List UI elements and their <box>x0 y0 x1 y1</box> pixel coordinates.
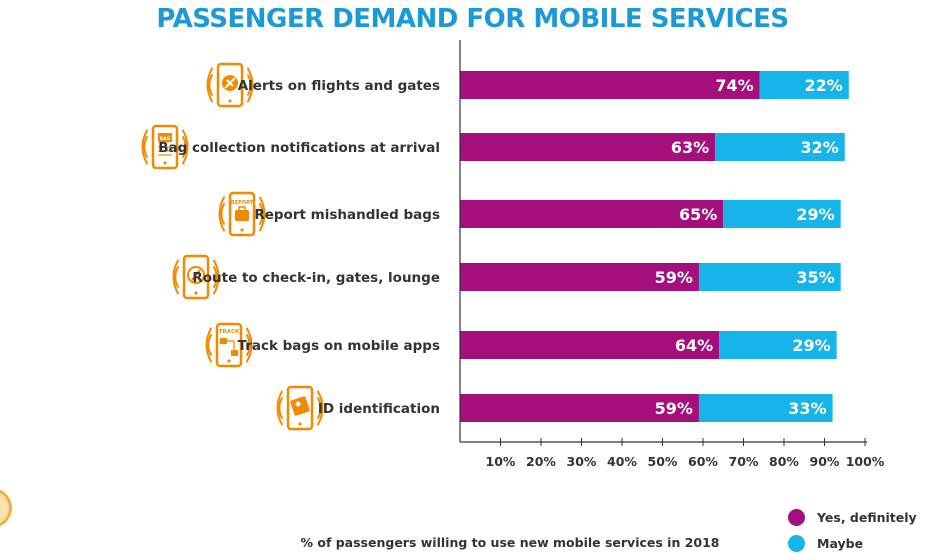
compass-phone-icon <box>172 254 220 300</box>
category-label: Bag collection notifications at arrival <box>158 140 440 156</box>
bar-maybe-0 <box>759 71 849 99</box>
x-tick-label: 90% <box>810 454 840 469</box>
bar-yes-3 <box>460 263 699 291</box>
legend-label-yes: Yes, definitely <box>817 509 917 525</box>
category-label: Alerts on flights and gates <box>238 78 440 94</box>
data-label: 59% <box>655 399 693 418</box>
data-label: 32% <box>800 138 838 157</box>
data-label: 65% <box>679 205 717 224</box>
category-label: Report mishandled bags <box>254 207 440 223</box>
data-label: 29% <box>796 205 834 224</box>
chart-title: PASSENGER DEMAND FOR MOBILE SERVICES <box>156 4 789 34</box>
data-label: 63% <box>671 138 709 157</box>
x-tick-label: 60% <box>688 454 718 469</box>
legend-item-yes: Yes, definitely <box>788 507 917 527</box>
x-tick-label: 70% <box>729 454 759 469</box>
x-tick-label: 10% <box>486 454 516 469</box>
bar-yes-0 <box>460 71 760 99</box>
x-tick-label: 40% <box>607 454 637 469</box>
bar-yes-5 <box>460 394 699 422</box>
category-labels: Alerts on flights and gates Bag collectio… <box>158 78 440 417</box>
bar-maybe-3 <box>698 263 841 291</box>
x-tick-label: 30% <box>567 454 597 469</box>
category-label: Track bags on mobile apps <box>237 338 440 354</box>
plane-phone-icon <box>206 62 254 108</box>
bar-yes-1 <box>460 133 716 161</box>
x-tick-label: 20% <box>526 454 556 469</box>
data-label: 74% <box>715 76 753 95</box>
category-label: Route to check-in, gates, lounge <box>192 270 440 286</box>
data-label: 29% <box>792 336 830 355</box>
legend-item-maybe: Maybe <box>788 533 863 553</box>
bar-maybe-4 <box>719 331 837 359</box>
icons-layer: BAG REPORT TRACK <box>141 62 324 431</box>
bag-notification-phone-icon: BAG <box>141 124 189 170</box>
svg-text:TRACK: TRACK <box>219 329 240 335</box>
bars: 74% 22% 63% 32% 65% 29% 59% 35% 64% 29% 59% 33% <box>460 71 849 422</box>
x-tick-label: 80% <box>769 454 799 469</box>
track-bag-phone-icon: TRACK <box>205 322 253 368</box>
data-label: 35% <box>796 268 834 287</box>
bar-yes-2 <box>460 200 724 228</box>
legend-label-maybe: Maybe <box>817 535 864 551</box>
category-label: ID identification <box>318 401 440 417</box>
bar-maybe-1 <box>715 133 845 161</box>
data-label: 64% <box>675 336 713 355</box>
svg-text:REPORT: REPORT <box>231 200 254 206</box>
report-bag-phone-icon: REPORT <box>218 191 266 237</box>
x-tick-label: 100% <box>846 454 885 469</box>
x-tick-label: 50% <box>648 454 678 469</box>
data-label: 22% <box>805 76 843 95</box>
svg-text:BAG: BAG <box>160 136 171 142</box>
x-axis-label: % of passengers willing to use new mobil… <box>300 535 720 550</box>
bar-maybe-2 <box>723 200 841 228</box>
data-label: 59% <box>655 268 693 287</box>
data-label: 33% <box>788 399 826 418</box>
axes: 10% 20% 30% 40% 50% 60% 70% 80% 90% 100% <box>459 40 885 469</box>
bar-yes-4 <box>460 331 720 359</box>
bar-maybe-5 <box>698 394 833 422</box>
id-card-phone-icon <box>276 385 324 431</box>
legend-swatch-yes <box>788 508 805 526</box>
legend-swatch-maybe <box>788 534 805 552</box>
